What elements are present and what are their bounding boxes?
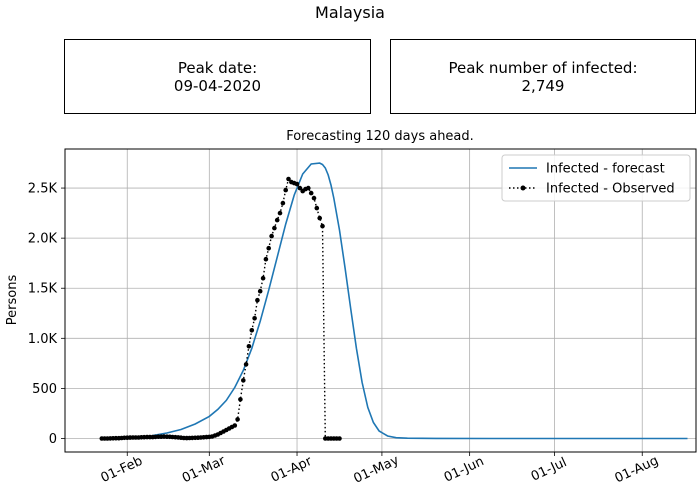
observed-point <box>272 225 277 231</box>
observed-point <box>311 195 317 201</box>
x-tick-label: 01-Mar <box>180 453 228 486</box>
observed-point <box>274 217 280 223</box>
x-tick-label: 01-Jun <box>442 454 487 485</box>
x-tick-label: 01-May <box>351 453 401 487</box>
observed-point <box>255 297 260 303</box>
legend[interactable]: Infected - forecast Infected - Observed <box>501 154 691 202</box>
observed-point <box>294 181 300 187</box>
observed-point <box>317 215 323 221</box>
y-tick-label: 2.0K <box>28 232 58 247</box>
observed-point <box>257 288 263 294</box>
y-tick-label: 1.0K <box>28 332 58 347</box>
forecast-line <box>152 162 688 440</box>
peak-infected-box: Peak number of infected: 2,749 <box>390 39 696 114</box>
observed-point <box>249 328 255 333</box>
observed-point <box>252 316 257 321</box>
observed-point <box>238 397 243 402</box>
observed-point <box>263 256 269 262</box>
observed-point <box>232 423 238 428</box>
observed-point <box>280 200 286 206</box>
y-axis-label: Persons <box>5 275 20 326</box>
observed-point <box>246 344 252 349</box>
peak-infected-value: 2,749 <box>521 76 565 95</box>
observed-point <box>235 417 240 422</box>
legend-label: Infected - Observed <box>546 182 675 197</box>
peak-date-value: 09-04-2020 <box>173 76 262 95</box>
plot-frame <box>64 148 697 453</box>
x-tick-label: 01-Aug <box>613 453 661 486</box>
y-tick-label: 2.5K <box>28 182 58 197</box>
y-tick-label: 0 <box>49 432 57 447</box>
observed-point <box>314 205 320 211</box>
chart-title: Forecasting 120 days ahead. <box>286 129 474 144</box>
legend-box <box>501 154 691 202</box>
observed-point <box>297 185 303 191</box>
peak-date-label: Peak date: <box>177 58 258 77</box>
observed-point <box>286 176 291 182</box>
x-tick-label: 01-Feb <box>99 454 145 486</box>
observed-point <box>243 362 249 367</box>
observed-point <box>283 187 289 193</box>
figure-title: Malaysia <box>315 3 385 22</box>
y-tick-label: 1.5K <box>28 282 58 297</box>
observed-point <box>306 185 311 191</box>
peak-infected-label: Peak number of infected: <box>448 58 638 77</box>
observed-point <box>241 378 246 383</box>
observed-point <box>337 436 342 441</box>
legend-observed-marker <box>520 185 526 191</box>
observed-line <box>101 177 340 440</box>
observed-point <box>277 210 283 216</box>
ticks: 01-Feb 01-Mar 01-Apr 01-May 01-Jun 01-Jul 01-A… <box>28 182 661 487</box>
observed-point <box>266 245 272 251</box>
observed-point <box>320 223 325 229</box>
series-layer <box>99 162 688 441</box>
peak-date-box: Peak date: 09-04-2020 <box>64 39 371 114</box>
y-tick-label: 500 <box>32 382 57 397</box>
observed-point <box>269 233 274 239</box>
observed-point <box>260 275 266 281</box>
x-tick-label: 01-Apr <box>269 454 315 486</box>
legend-label: Infected - forecast <box>546 162 665 177</box>
observed-point <box>308 190 314 196</box>
x-tick-label: 01-Jul <box>529 455 569 485</box>
